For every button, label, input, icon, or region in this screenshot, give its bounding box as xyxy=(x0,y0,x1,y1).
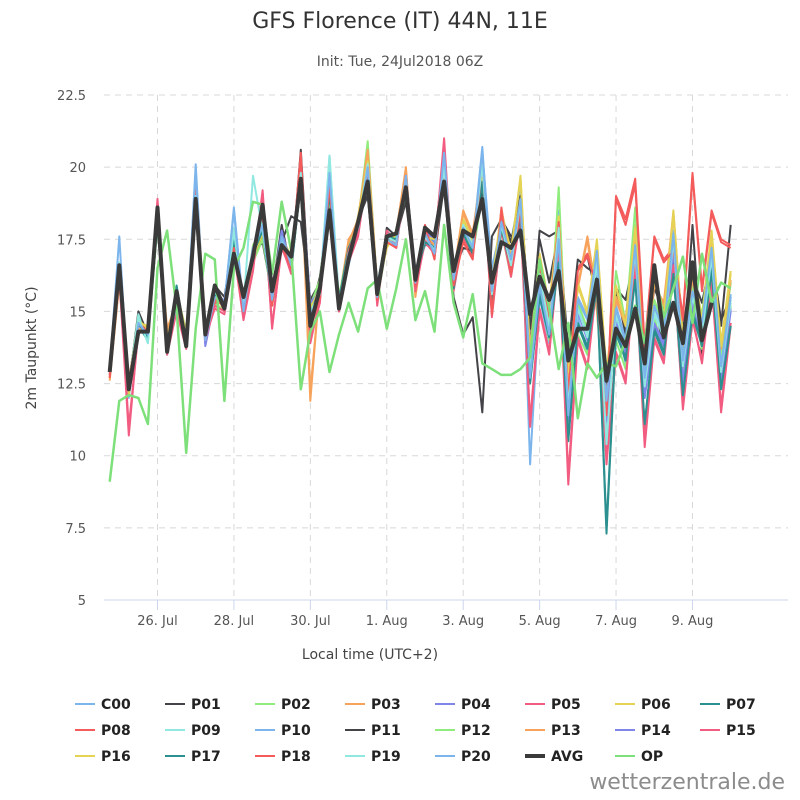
legend-item-p07[interactable]: P07 xyxy=(700,697,756,713)
legend-label: P10 xyxy=(281,723,311,739)
legend-item-avg[interactable]: AVG xyxy=(525,749,583,765)
legend-label: P15 xyxy=(726,723,756,739)
legend-item-p12[interactable]: P12 xyxy=(435,723,491,739)
series-line-p15 xyxy=(108,143,732,477)
legend-item-p02[interactable]: P02 xyxy=(255,697,311,713)
watermark: wetterzentrale.de xyxy=(589,770,785,795)
x-tick-label: 26. Jul xyxy=(137,614,178,629)
y-tick-label: 22.5 xyxy=(57,89,86,104)
x-tick-label: 9. Aug xyxy=(672,614,714,629)
chart-subtitle: Init: Tue, 24Jul2018 06Z xyxy=(317,54,484,70)
series-line-avg xyxy=(107,176,714,392)
legend-label: P20 xyxy=(461,749,491,765)
legend-item-p16[interactable]: P16 xyxy=(75,749,131,765)
legend-item-p15[interactable]: P15 xyxy=(700,723,756,739)
legend-item-op[interactable]: OP xyxy=(615,749,663,765)
legend-item-p08[interactable]: P08 xyxy=(75,723,131,739)
chart-title: GFS Florence (IT) 44N, 11E xyxy=(252,9,548,34)
x-axis-title: Local time (UTC+2) xyxy=(302,647,438,663)
legend-item-p17[interactable]: P17 xyxy=(165,749,221,765)
x-tick-label: 28. Jul xyxy=(214,614,255,629)
legend-label: P08 xyxy=(101,723,131,739)
legend-label: P19 xyxy=(371,749,401,765)
legend-label: P11 xyxy=(371,723,401,739)
legend-item-p14[interactable]: P14 xyxy=(615,723,671,739)
legend-item-p09[interactable]: P09 xyxy=(165,723,221,739)
legend-item-p20[interactable]: P20 xyxy=(435,749,491,765)
y-tick-label: 5 xyxy=(78,594,86,609)
y-axis-ticks: 5 7.5 10 12.5 15 17.5 20 22.5 xyxy=(57,89,86,609)
legend-item-p05[interactable]: P05 xyxy=(525,697,581,713)
legend-item-p13[interactable]: P13 xyxy=(525,723,581,739)
x-axis-ticks: 26. Jul 28. Jul 30. Jul 1. Aug 3. Aug 5. Aug 7… xyxy=(137,600,713,629)
legend-label: P17 xyxy=(191,749,221,765)
legend-label: P05 xyxy=(551,697,581,713)
x-tick-label: 5. Aug xyxy=(519,614,561,629)
y-tick-label: 17.5 xyxy=(57,233,86,248)
legend-item-p18[interactable]: P18 xyxy=(255,749,311,765)
x-tick-label: 1. Aug xyxy=(366,614,408,629)
x-tick-label: 7. Aug xyxy=(595,614,637,629)
legend-label: P04 xyxy=(461,697,491,713)
y-tick-label: 20 xyxy=(69,161,86,176)
y-tick-label: 12.5 xyxy=(57,378,86,393)
y-tick-label: 7.5 xyxy=(65,522,86,537)
legend-item-p04[interactable]: P04 xyxy=(435,697,491,713)
legend: C00 P01 P02 P03 P04 P05 P06 P07 P08 P09 P10 P11 P12 P… xyxy=(75,697,756,765)
legend-item-p10[interactable]: P10 xyxy=(255,723,311,739)
x-tick-label: 3. Aug xyxy=(442,614,484,629)
legend-label: P02 xyxy=(281,697,311,713)
legend-label: P18 xyxy=(281,749,311,765)
legend-label: P06 xyxy=(641,697,671,713)
legend-item-p06[interactable]: P06 xyxy=(615,697,671,713)
x-tick-label: 30. Jul xyxy=(290,614,331,629)
legend-item-c00[interactable]: C00 xyxy=(75,697,131,713)
legend-label: OP xyxy=(641,749,663,765)
legend-label: P16 xyxy=(101,749,131,765)
legend-label: C00 xyxy=(101,697,131,713)
legend-label: P14 xyxy=(641,723,671,739)
legend-item-p01[interactable]: P01 xyxy=(165,697,221,713)
legend-label: AVG xyxy=(551,749,583,765)
y-axis-title: 2m Taupunkt (°C) xyxy=(24,286,40,409)
legend-label: P12 xyxy=(461,723,491,739)
legend-item-p03[interactable]: P03 xyxy=(345,697,401,713)
legend-item-p19[interactable]: P19 xyxy=(345,749,401,765)
legend-label: P03 xyxy=(371,697,401,713)
legend-label: P01 xyxy=(191,697,221,713)
series-lines xyxy=(107,137,732,535)
y-tick-label: 10 xyxy=(69,450,86,465)
legend-label: P09 xyxy=(191,723,221,739)
legend-label: P07 xyxy=(726,697,756,713)
legend-label: P13 xyxy=(551,723,581,739)
legend-item-p11[interactable]: P11 xyxy=(345,723,401,739)
y-tick-label: 15 xyxy=(69,305,86,320)
